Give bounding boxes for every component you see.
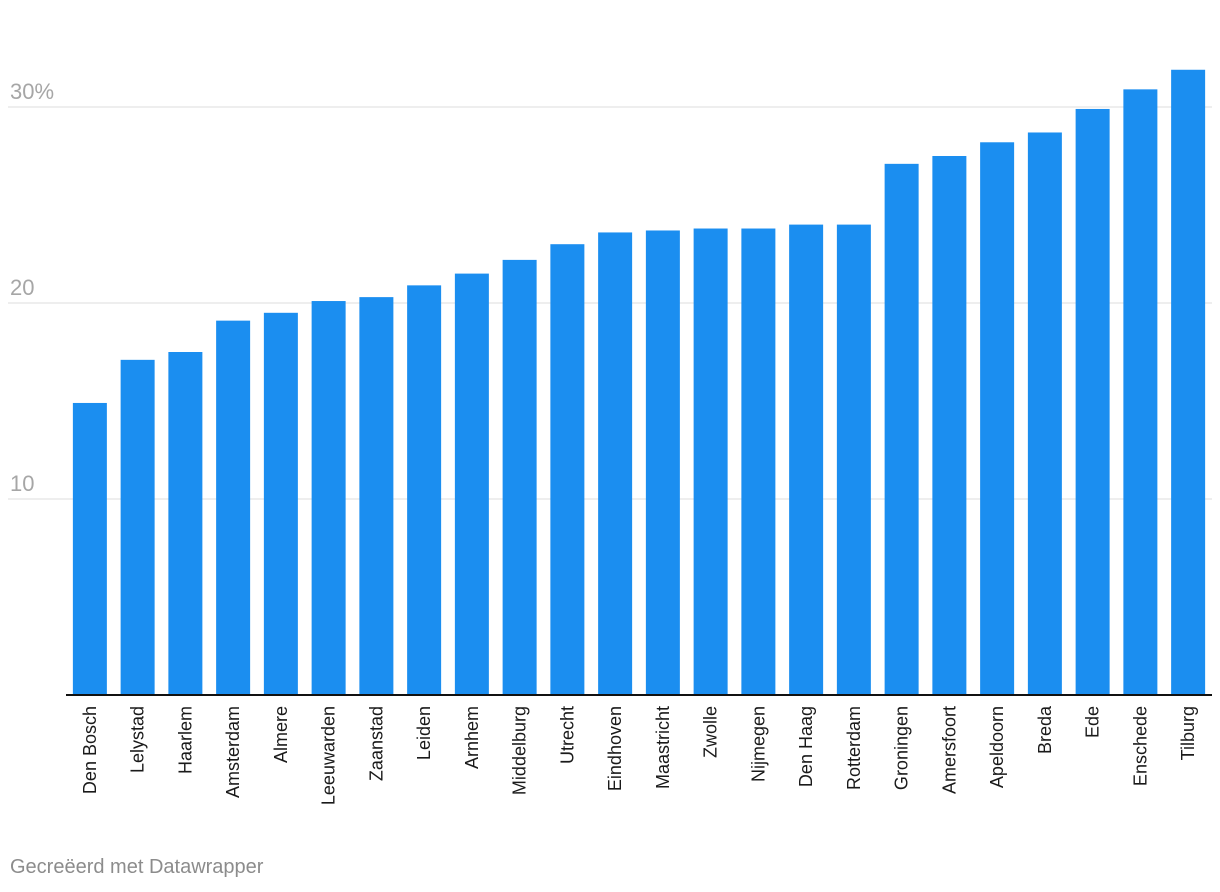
bar-leiden <box>407 285 442 695</box>
x-tick-label: Arnhem <box>462 706 482 769</box>
bar-den-bosch <box>72 402 107 695</box>
bar-enschede <box>1123 89 1158 696</box>
x-tick-label: Ede <box>1083 706 1103 738</box>
bar-middelburg <box>502 259 537 695</box>
bar-zwolle <box>693 228 728 695</box>
x-axis-labels: Den Bosch Lelystad Haarlem Amsterdam Almere L… <box>80 705 1198 805</box>
bar-breda <box>1027 132 1062 696</box>
x-tick-label: Nijmegen <box>748 706 768 782</box>
x-tick-label: Groningen <box>892 706 912 790</box>
datawrapper-credit: Gecreëerd met Datawrapper <box>10 856 264 878</box>
x-tick-label: Maastricht <box>653 706 673 789</box>
bar-nijmegen <box>741 228 776 695</box>
x-tick-label: Haarlem <box>175 706 195 774</box>
x-tick-label: Zaanstad <box>366 706 386 781</box>
y-tick-label: 30% <box>10 79 54 104</box>
bar-zaanstad <box>359 297 394 695</box>
x-tick-label: Den Haag <box>796 706 816 787</box>
x-tick-label: Amersfoort <box>939 706 959 794</box>
x-tick-label: Breda <box>1035 705 1055 754</box>
bar-utrecht <box>550 244 585 695</box>
bar-almere <box>263 312 298 695</box>
bar-groningen <box>884 163 919 696</box>
x-tick-label: Den Bosch <box>80 706 100 794</box>
x-tick-label: Enschede <box>1130 706 1150 786</box>
bar-apeldoorn <box>980 142 1015 695</box>
bar-haarlem <box>168 352 203 695</box>
bar-lelystad <box>120 359 155 695</box>
x-tick-label: Middelburg <box>510 706 530 795</box>
y-axis-ticks: 10 20 30% <box>10 79 54 496</box>
x-tick-label: Leeuwarden <box>319 706 339 805</box>
bars <box>72 69 1206 696</box>
bar-tilburg <box>1171 69 1206 695</box>
x-tick-label: Eindhoven <box>605 706 625 791</box>
x-tick-label: Tilburg <box>1178 706 1198 760</box>
bar-eindhoven <box>598 232 633 695</box>
x-tick-label: Lelystad <box>128 706 148 773</box>
x-tick-label: Apeldoorn <box>987 706 1007 788</box>
x-tick-label: Almere <box>271 706 291 763</box>
bar-ede <box>1075 108 1110 695</box>
x-tick-label: Amsterdam <box>223 706 243 798</box>
bar-maastricht <box>645 230 680 696</box>
y-tick-label: 20 <box>10 275 34 300</box>
bar-rotterdam <box>836 224 871 695</box>
x-tick-label: Utrecht <box>557 706 577 764</box>
bar-leeuwarden <box>311 301 346 695</box>
x-tick-label: Rotterdam <box>844 706 864 790</box>
bar-den-haag <box>789 224 824 695</box>
bar-arnhem <box>454 273 489 695</box>
y-tick-label: 10 <box>10 471 34 496</box>
x-tick-label: Zwolle <box>701 706 721 758</box>
x-tick-label: Leiden <box>414 706 434 760</box>
bar-amsterdam <box>216 320 251 695</box>
bar-amersfoort <box>932 156 967 695</box>
